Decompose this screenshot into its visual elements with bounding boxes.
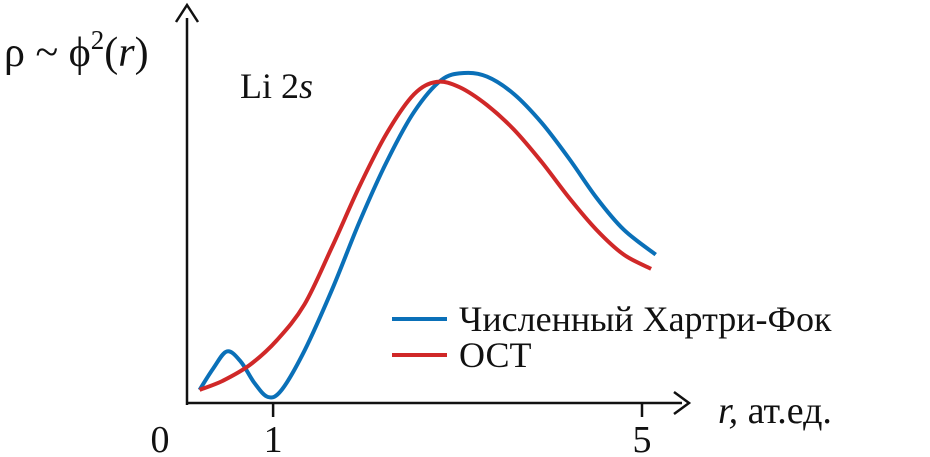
x-tick-label-5: 5 bbox=[633, 419, 652, 457]
legend-label-ost: ОСТ bbox=[459, 335, 531, 375]
origin-label: 0 bbox=[151, 419, 170, 457]
legend: Численный Хартри-Фок ОСТ bbox=[392, 299, 832, 375]
y-axis-arrowhead bbox=[174, 2, 200, 23]
y-axis-label: ρ ~ ϕ2(r) bbox=[4, 25, 149, 76]
series-line-ost bbox=[198, 79, 653, 392]
x-axis-label: r, ат.ед. bbox=[718, 390, 832, 432]
legend-label-hartree-fock: Численный Хартри-Фок bbox=[459, 299, 832, 339]
x-axis-arrowhead bbox=[673, 390, 692, 416]
series-layer bbox=[197, 70, 657, 400]
orbital-annotation: Li 2s bbox=[240, 66, 313, 106]
x-tick-label-1: 1 bbox=[264, 419, 283, 457]
